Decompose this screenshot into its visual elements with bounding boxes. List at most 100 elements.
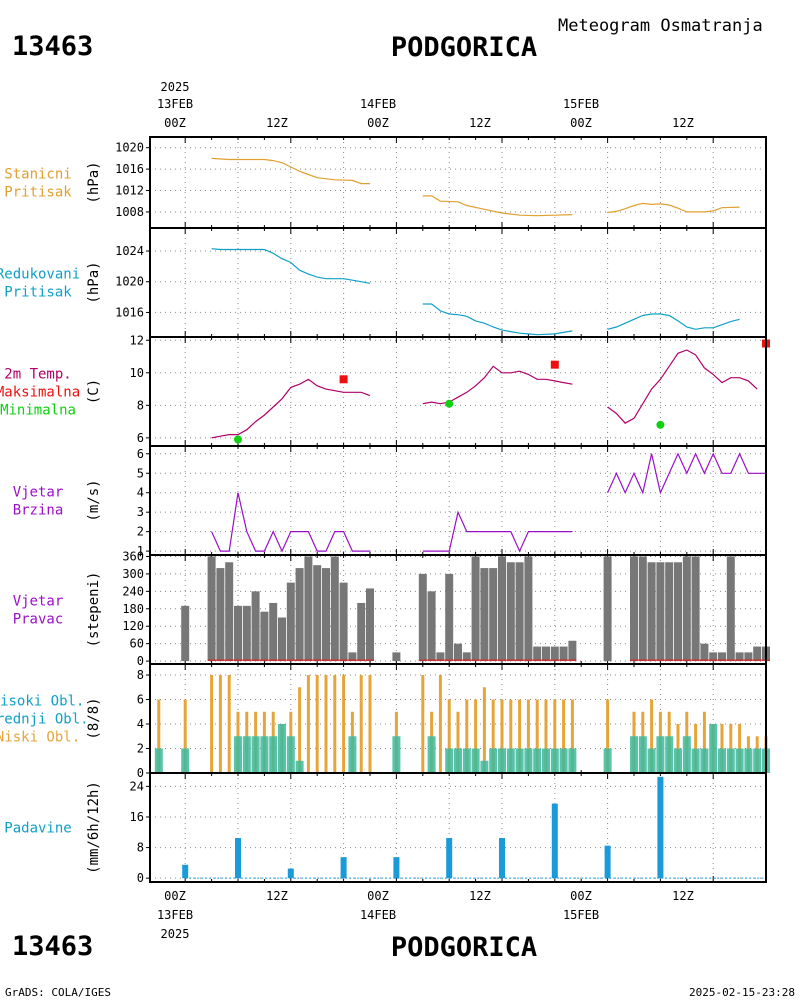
y-tick-label: 8 bbox=[137, 668, 144, 682]
y-tick-label: 1016 bbox=[115, 162, 144, 176]
y-tick-label: 0 bbox=[137, 871, 144, 885]
panel-temperature: 6 8 10 12 (C) 2m Temp. Maksimalna Minimalna bbox=[0, 333, 770, 447]
mid-cloud-bar bbox=[665, 736, 674, 773]
mid-cloud-bar bbox=[630, 736, 638, 773]
mid-cloud-bar bbox=[269, 736, 278, 773]
y-tick-label: 1020 bbox=[115, 141, 144, 155]
low-cloud-bar bbox=[218, 675, 222, 773]
low-cloud-bar bbox=[465, 699, 469, 773]
precip-bar bbox=[182, 864, 189, 879]
top-hour-label-2: 12Z bbox=[266, 116, 288, 130]
y-tick-label: 2 bbox=[137, 525, 144, 539]
wind-direction-bar bbox=[269, 602, 278, 662]
low-cloud-bar bbox=[544, 699, 548, 773]
precip-bar bbox=[499, 838, 505, 879]
wind-direction-bar bbox=[630, 556, 638, 662]
top-day-label-2: 14FEB bbox=[360, 97, 396, 111]
low-cloud-bar bbox=[491, 699, 495, 773]
wind-direction-bar bbox=[366, 588, 374, 662]
wind-direction-bar bbox=[718, 652, 726, 662]
mid-cloud-bar bbox=[682, 736, 691, 773]
y-axis-label: (stepeni) bbox=[86, 572, 102, 648]
wind-direction-bar bbox=[524, 556, 533, 662]
panel-label: Padavine bbox=[4, 821, 71, 837]
precip-bar bbox=[657, 776, 664, 879]
y-axis-label: (hPa) bbox=[86, 161, 102, 203]
top-hour-label-5: 00Z bbox=[570, 116, 592, 130]
low-cloud-bar bbox=[157, 699, 161, 773]
wind-direction-bar bbox=[506, 562, 515, 662]
low-cloud-bar bbox=[606, 699, 610, 773]
wind-direction-bar bbox=[242, 605, 251, 662]
y-axis-label: (hPa) bbox=[86, 261, 102, 303]
wind-direction-bar bbox=[744, 652, 753, 662]
precip-bar bbox=[235, 838, 241, 879]
panel-label: 2m Temp. bbox=[4, 367, 71, 383]
mid-cloud-bar bbox=[700, 748, 709, 773]
wind-direction-bar bbox=[278, 617, 286, 662]
low-cloud-bar bbox=[421, 675, 425, 773]
wind-direction-bar bbox=[638, 556, 647, 662]
low-cloud-bar bbox=[570, 699, 574, 773]
wind-direction-bar bbox=[418, 573, 427, 662]
panel-label: Brzina bbox=[13, 503, 64, 519]
mid-cloud-bar bbox=[392, 736, 401, 773]
y-tick-label: 5 bbox=[137, 466, 144, 480]
panel-frame bbox=[149, 772, 767, 883]
panel-label: Minimalna bbox=[0, 403, 76, 419]
mid-cloud-bar bbox=[234, 736, 242, 773]
series-line bbox=[607, 452, 766, 495]
bottom-hour-label-1: 00Z bbox=[164, 889, 186, 903]
wind-direction-bar bbox=[304, 556, 313, 662]
y-axis-label: (C) bbox=[86, 379, 102, 404]
series-line bbox=[607, 349, 758, 424]
wind-direction-bar bbox=[647, 562, 656, 662]
panel-station_pressure: 1008 1012 1016 1020 (hPa) Stanicni Pritisak bbox=[4, 136, 767, 229]
mid-cloud-bar bbox=[242, 736, 251, 773]
top-hour-label-3: 00Z bbox=[367, 116, 389, 130]
panel-clouds: 0 2 4 6 8 (8/8)Visoki Obl. Srednji Obl. Niski O… bbox=[0, 663, 770, 780]
y-tick-label: 4 bbox=[137, 486, 144, 500]
low-cloud-bar bbox=[368, 675, 372, 773]
y-tick-label: 6 bbox=[137, 431, 144, 445]
wind-direction-bar bbox=[550, 646, 559, 662]
mid-cloud-bar bbox=[498, 748, 506, 773]
low-cloud-bar bbox=[650, 699, 654, 773]
wind-direction-bar bbox=[656, 562, 665, 662]
series-line bbox=[422, 510, 573, 553]
footer-timestamp: 2025-02-15-23:28 bbox=[689, 986, 795, 999]
station-id-top: 13463 bbox=[12, 31, 93, 62]
mid-cloud-bar bbox=[735, 748, 744, 773]
low-cloud-bar bbox=[702, 711, 706, 773]
top-day-label-1: 13FEB bbox=[157, 97, 193, 111]
bottom-year-label: 2025 bbox=[161, 927, 190, 941]
bottom-day-label-2: 14FEB bbox=[360, 908, 396, 922]
wind-direction-bar bbox=[348, 652, 357, 662]
mid-cloud-bar bbox=[251, 736, 260, 773]
mid-cloud-bar bbox=[462, 748, 471, 773]
low-cloud-bar bbox=[306, 675, 310, 773]
panel-label: Visoki Obl. bbox=[0, 694, 84, 710]
mid-cloud-bar bbox=[489, 748, 498, 773]
low-cloud-bar bbox=[298, 687, 302, 773]
mid-cloud-bar bbox=[744, 748, 753, 773]
series-line bbox=[607, 202, 740, 214]
panel-wind_speed: 1 2 3 4 5 6 (m/s) Vjetar Brzina bbox=[13, 445, 767, 558]
mid-cloud-bar bbox=[568, 748, 577, 773]
wind-direction-bar bbox=[454, 643, 462, 662]
mid-cloud-bar bbox=[726, 748, 735, 773]
y-tick-label: 180 bbox=[122, 602, 144, 616]
y-tick-label: 1024 bbox=[115, 244, 144, 258]
y-tick-label: 4 bbox=[137, 717, 144, 731]
wind-direction-bar bbox=[234, 605, 242, 662]
low-cloud-bar bbox=[500, 699, 504, 773]
y-tick-label: 60 bbox=[130, 637, 144, 651]
panel-frame bbox=[149, 227, 767, 338]
series-line bbox=[422, 195, 573, 217]
panel-frame bbox=[149, 136, 767, 229]
mid-cloud-bar bbox=[753, 748, 762, 773]
y-tick-label: 0 bbox=[137, 654, 144, 668]
low-cloud-bar bbox=[526, 699, 530, 773]
tmin-marker bbox=[445, 399, 454, 408]
